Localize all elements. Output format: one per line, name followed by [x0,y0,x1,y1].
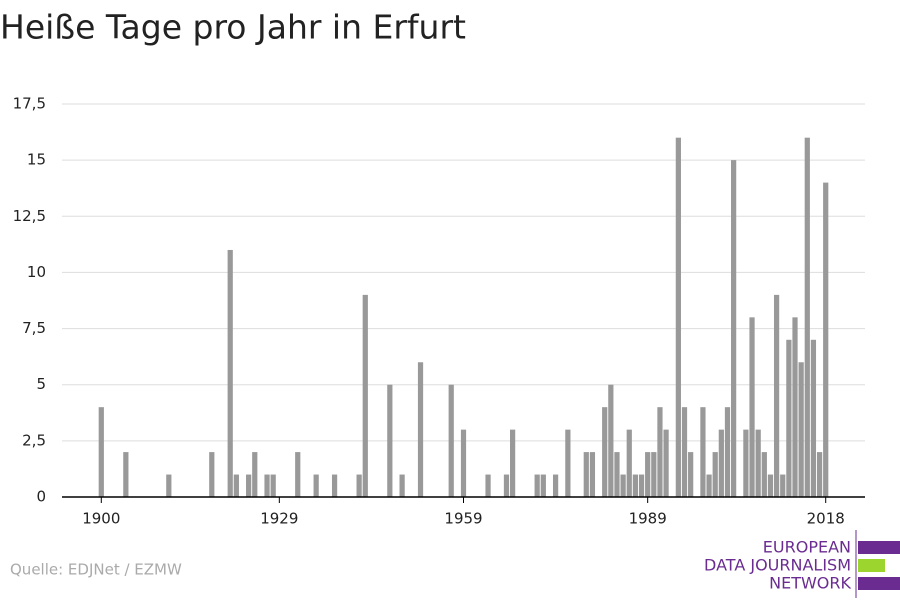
bar [700,407,706,497]
bar [798,362,804,497]
bar [460,429,467,497]
bar [663,429,669,497]
bar [614,452,620,497]
bar [780,474,786,497]
bar [810,339,817,497]
bar [626,429,632,497]
chart-title: Heiße Tage pro Jahr in Erfurt [0,8,466,47]
y-tick-label: 12,5 [13,207,46,225]
bar [657,407,663,497]
x-tick-label: 1959 [444,510,482,528]
bar [448,384,454,497]
bar [485,474,491,497]
x-tick-label: 1929 [260,510,298,528]
bar [823,182,829,497]
y-tick-label: 17,5 [13,95,46,113]
bar [123,452,129,497]
bar [534,474,540,497]
bar [675,137,681,497]
bar [313,474,319,497]
bar [638,474,645,497]
bar [792,317,798,497]
y-tick-label: 10 [27,263,46,281]
logo-text: EUROPEAN [763,538,851,557]
bar [743,429,749,497]
source: Quelle: EDJNet / EZMW [10,561,182,579]
bar [620,474,626,497]
y-tick-label: 0 [36,488,46,506]
bar [399,474,405,497]
y-tick-label: 15 [27,151,46,169]
bar [718,429,724,497]
bar [503,474,510,497]
bar [98,407,104,497]
logo-bar [858,577,900,590]
x-tick-label: 1989 [629,510,667,528]
bar [816,452,823,497]
bar [712,452,718,497]
bar [166,474,172,497]
x-tick-label: 1900 [82,510,120,528]
bar [387,384,393,497]
bar [651,452,657,497]
logo-text: DATA JOURNALISM [704,556,851,575]
bar [731,160,737,497]
bar [362,294,368,497]
bar [608,384,614,497]
bar [510,429,516,497]
bar [688,452,694,497]
bar [209,452,215,497]
bar [227,249,233,497]
bar [755,429,761,497]
bar [356,474,362,497]
bar [331,474,338,497]
bar [804,137,810,497]
bar [264,474,270,497]
bar [749,317,755,497]
bar [270,474,276,497]
logo-bar [858,541,900,554]
bar [602,407,608,497]
bar [632,474,639,497]
bar [417,362,424,497]
bar [552,474,559,497]
bar [246,474,252,497]
bar [589,452,596,497]
bar [681,407,688,497]
bar [583,452,589,497]
bar [786,339,792,497]
bar [295,452,301,497]
bar [767,474,774,497]
bar [565,429,571,497]
bar [233,474,239,497]
x-tick-label: 2018 [807,510,845,528]
bar [252,452,258,497]
bar [645,452,651,497]
y-tick-label: 2,5 [22,431,46,449]
y-tick-label: 5 [36,375,46,393]
bar [761,452,767,497]
logo-bar [858,559,885,572]
bar [773,294,780,497]
y-tick-label: 7,5 [22,319,46,337]
logo-text: NETWORK [769,574,851,593]
bar [724,407,731,497]
bar [540,474,546,497]
bar [706,474,712,497]
